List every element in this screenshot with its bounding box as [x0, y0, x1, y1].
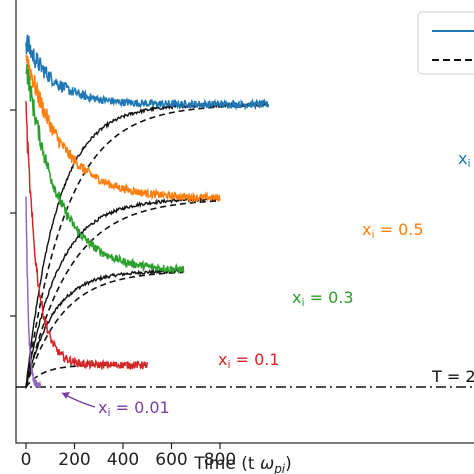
axes-frame	[15, 0, 474, 444]
y-axis-ticks	[10, 109, 16, 317]
dashed-curve	[25, 200, 221, 388]
series-xi-0-01	[25, 196, 42, 388]
annotation-xi-0-1: xi = 0.1	[218, 350, 280, 371]
dashed-curve	[25, 364, 148, 388]
x-tick-label: 400	[107, 450, 139, 470]
rising-curve	[25, 195, 221, 389]
series-xi	[25, 34, 270, 111]
x-tick-label: 200	[58, 450, 90, 470]
annotation-xi-0-3: xi = 0.3	[292, 288, 354, 309]
legend	[417, 11, 474, 75]
series-xi-0-5	[25, 55, 221, 204]
rising-curve	[25, 268, 184, 387]
annotation-xi-0-01: xi = 0.01	[98, 398, 170, 419]
series-xi-0-1	[25, 101, 149, 371]
x-tick-label: 800	[204, 450, 236, 470]
annotation-t-2: T = 2	[431, 367, 474, 386]
legend-box	[417, 11, 474, 75]
annotation-layer: xi xi = 0.5 xi = 0.3 xi = 0.1 xi = 0.01 T = 2	[61, 149, 474, 419]
rising-curve	[25, 101, 269, 387]
plot-area: 0 200 400 600 800 xi xi = 0.5 xi = 0.3 xi = 0.1…	[10, 0, 474, 470]
series-xi-0-3	[25, 64, 185, 276]
annotation-arrowhead	[62, 392, 70, 399]
annotation-xi-0-5: xi = 0.5	[362, 220, 424, 241]
x-tick-label: 0	[21, 450, 32, 470]
x-tick-label: 600	[155, 450, 187, 470]
annotation-xi: xi	[458, 149, 471, 170]
x-axis-ticks: 0 200 400 600 800	[21, 443, 236, 470]
x-axis-label: Time (t ωpi)	[193, 454, 292, 474]
dashed-curve	[25, 271, 184, 388]
series-layer	[16, 34, 474, 389]
